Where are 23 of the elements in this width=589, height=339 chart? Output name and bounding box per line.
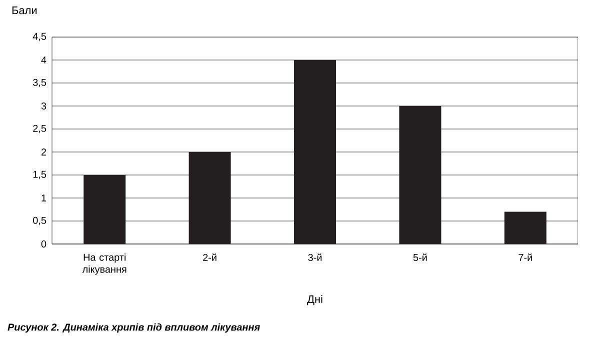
bar <box>504 212 546 244</box>
y-tick-label: 2 <box>41 148 46 156</box>
y-tick-label: 0,5 <box>33 216 46 226</box>
bar <box>188 152 231 244</box>
y-tick-label: 4 <box>41 56 46 64</box>
y-tick-label: 1 <box>42 194 46 202</box>
x-tick-label: 2-й <box>203 254 216 261</box>
y-tick-label: 3 <box>41 102 46 110</box>
x-tick-label: 3-й <box>308 254 322 262</box>
bar <box>84 175 126 244</box>
x-tick-label: На старті лікування <box>82 254 126 275</box>
y-tick-label: 3,5 <box>33 78 46 88</box>
bar <box>399 106 442 244</box>
bar <box>294 60 336 244</box>
y-tick-label: 0 <box>41 240 46 248</box>
text: Рисунок 2. Динаміка хрипів під впливом лікування <box>8 323 260 333</box>
y-axis-title: Бали <box>12 6 37 14</box>
y-tick-label: 2,5 <box>33 124 46 134</box>
y-tick-label: 4,5 <box>32 32 46 42</box>
x-axis-title: Дні <box>307 294 322 306</box>
x-tick-label: 5-й <box>413 254 427 262</box>
y-tick-label: 1,5 <box>33 170 46 180</box>
x-tick-label: 7-й <box>518 254 532 261</box>
